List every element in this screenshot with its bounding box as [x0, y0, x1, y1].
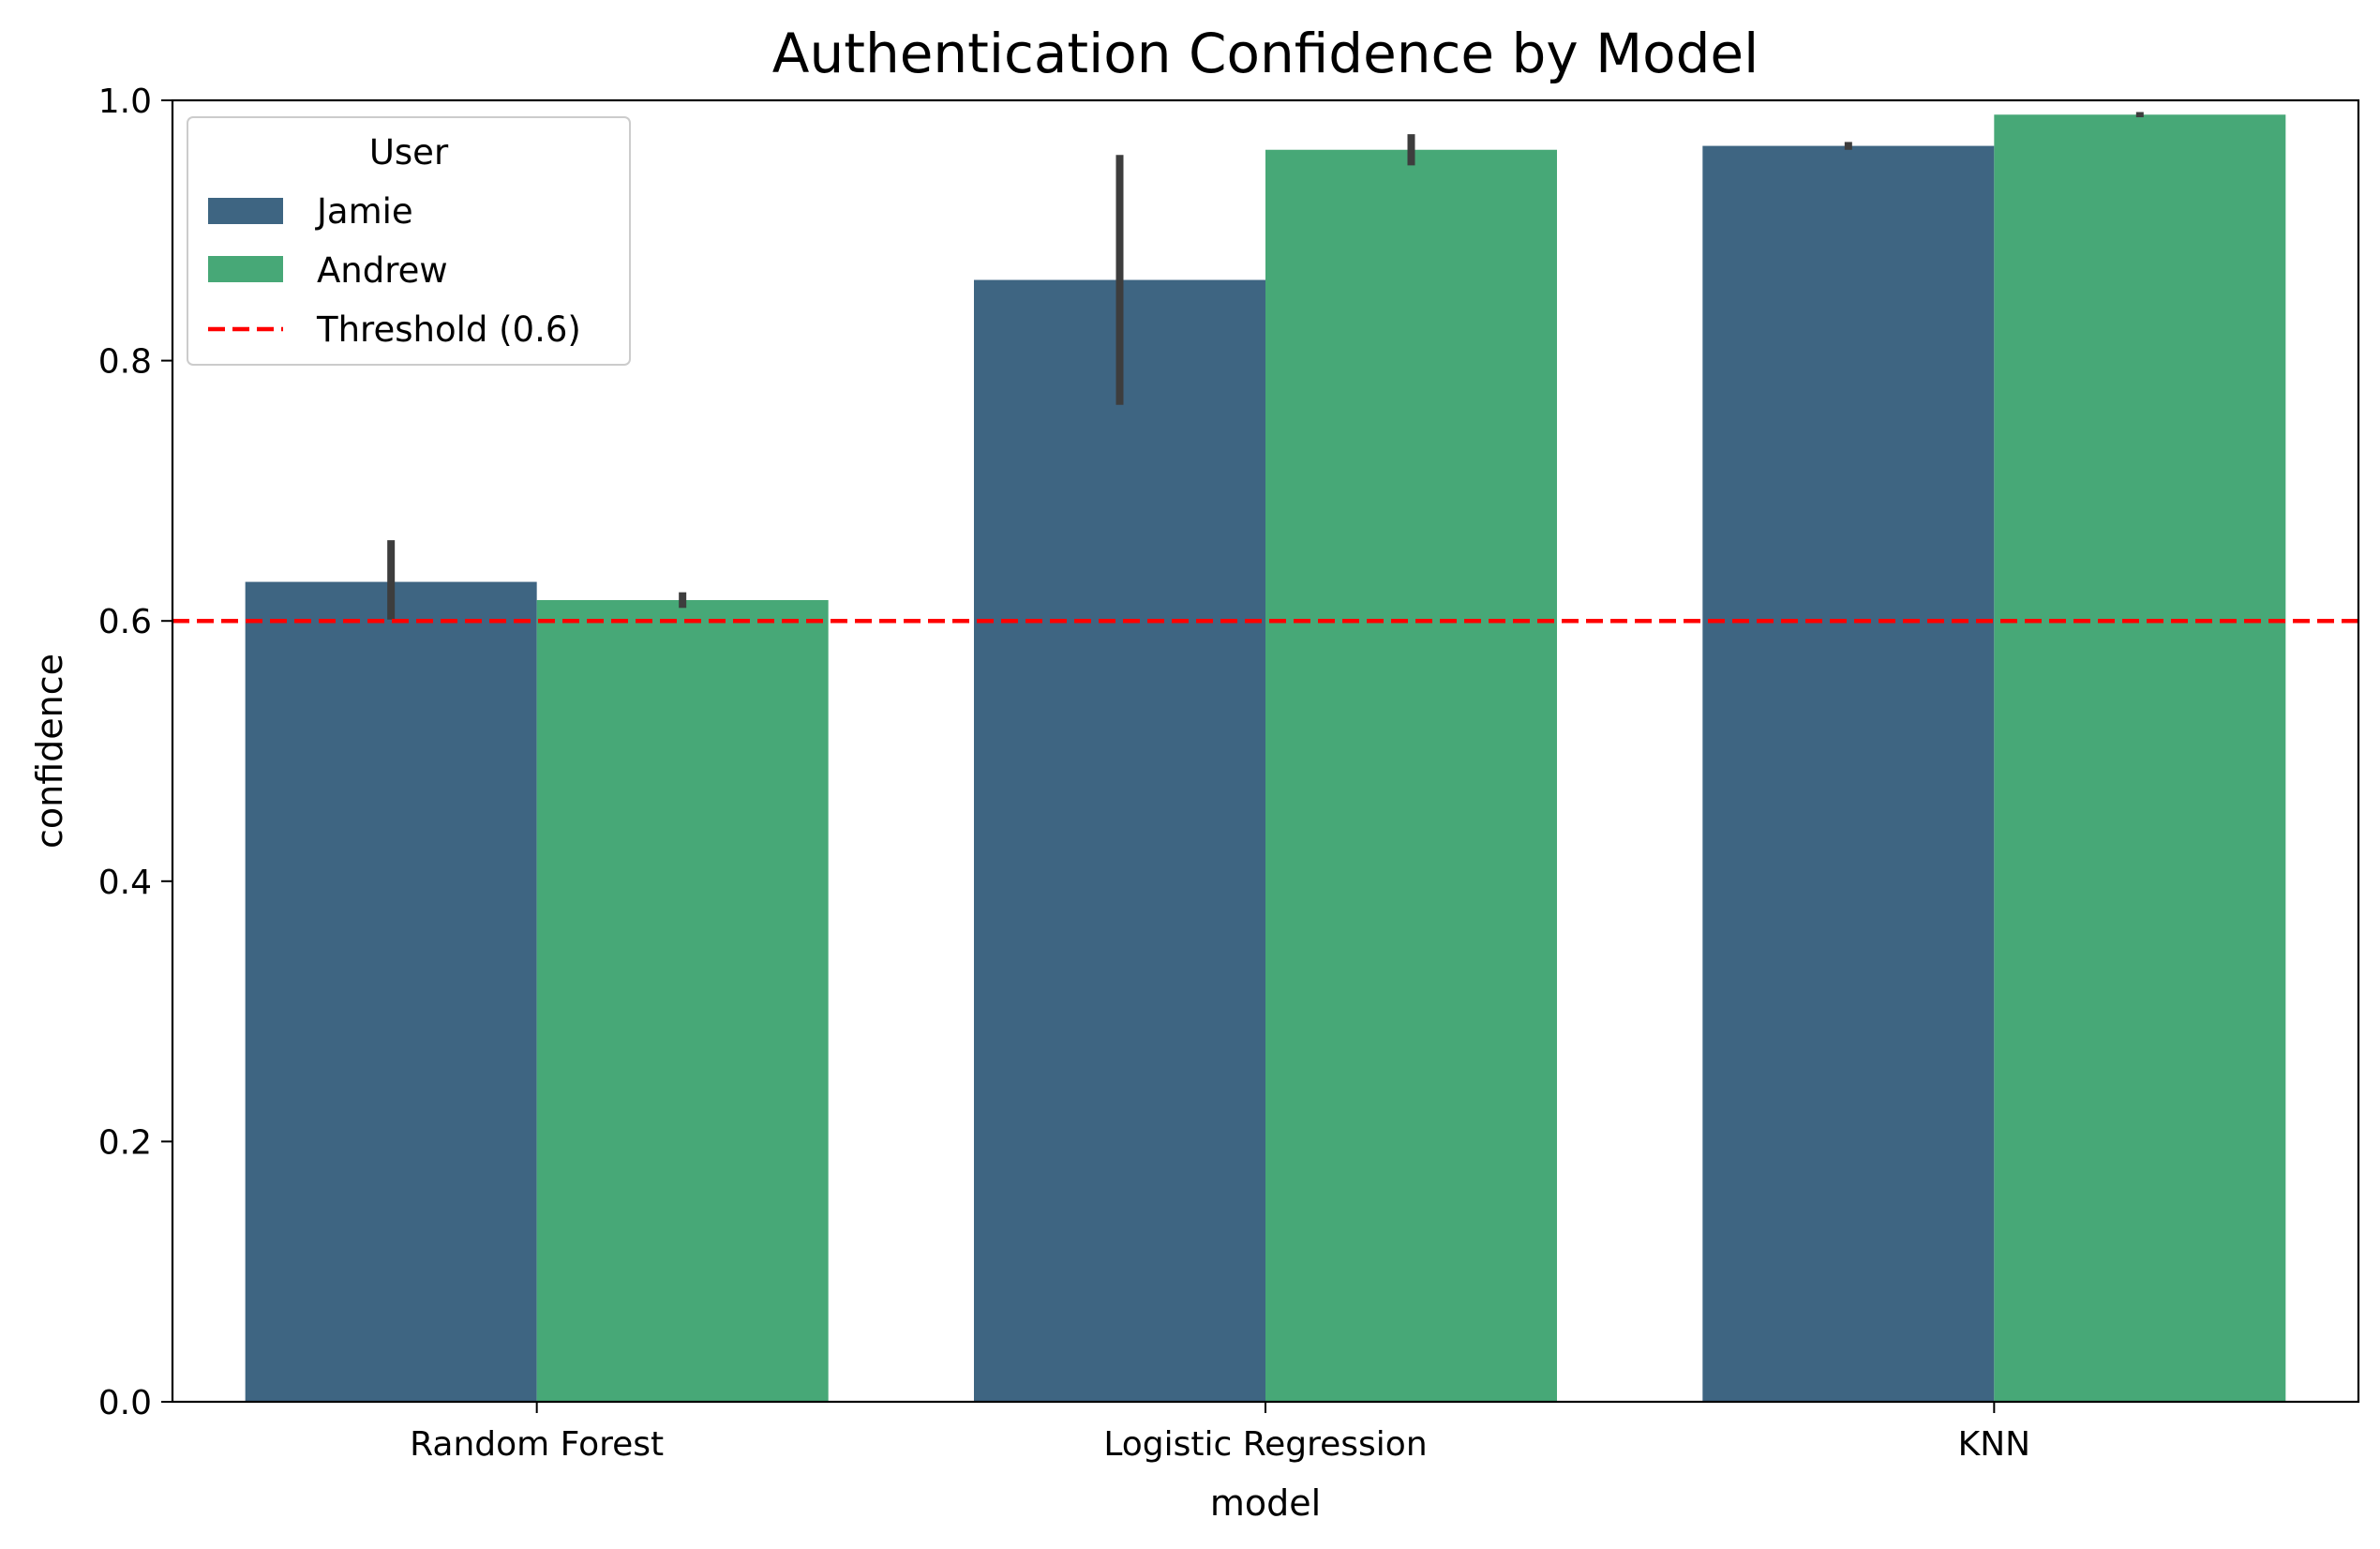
bar-random-forest-andrew — [536, 599, 829, 1402]
legend-swatch-andrew — [208, 256, 283, 282]
x-tick-label-knn: KNN — [1958, 1425, 2030, 1464]
legend-swatch-jamie — [208, 198, 283, 224]
y-tick-label: 0.0 — [98, 1384, 152, 1422]
bar-logistic-regression-andrew — [1265, 149, 1557, 1402]
bars-group — [245, 114, 2286, 1403]
bar-knn-jamie — [1702, 145, 1995, 1403]
y-axis: 0.0 0.2 0.4 0.6 0.8 1.0 — [98, 83, 172, 1422]
y-tick-label: 0.2 — [98, 1123, 152, 1162]
legend-frame — [187, 116, 631, 366]
bar-knn-andrew — [1994, 114, 2286, 1403]
x-tick-label-logistic-regression: Logistic Regression — [1103, 1425, 1427, 1464]
x-tick-label-random-forest: Random Forest — [410, 1425, 664, 1464]
bar-random-forest-jamie — [245, 581, 537, 1402]
legend-label-andrew: Andrew — [317, 250, 448, 291]
legend: User Jamie Andrew Threshold (0.6) — [187, 116, 631, 366]
y-tick-label: 1.0 — [98, 83, 152, 121]
y-axis-label: confidence — [29, 654, 70, 849]
legend-label-threshold: Threshold (0.6) — [316, 309, 581, 350]
legend-title: User — [369, 132, 449, 173]
bar-logistic-regression-jamie — [974, 279, 1265, 1403]
x-axis-label: model — [1210, 1482, 1321, 1524]
legend-label-jamie: Jamie — [315, 191, 413, 232]
y-tick-label: 0.6 — [98, 603, 152, 641]
y-tick-label: 0.8 — [98, 343, 152, 382]
error-bars-group — [387, 112, 2144, 620]
y-tick-label: 0.4 — [98, 864, 152, 902]
chart-title: Authentication Confidence by Model — [772, 22, 1759, 85]
x-axis: Random Forest Logistic Regression KNN — [410, 1402, 2030, 1464]
